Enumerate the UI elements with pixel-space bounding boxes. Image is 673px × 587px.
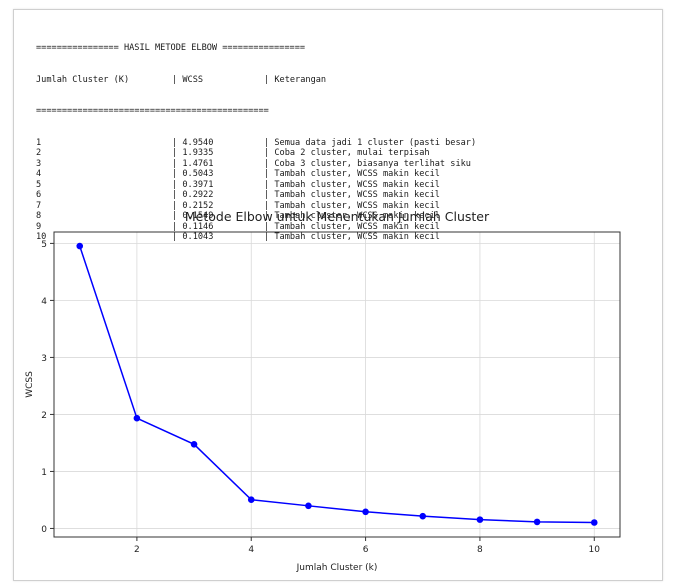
x-axis-label: Jumlah Cluster (k) xyxy=(296,563,378,573)
row-ket-cell: | Tambah cluster, WCSS makin kecil xyxy=(264,190,440,200)
console-output: ================ HASIL METODE ELBOW ====… xyxy=(36,22,656,243)
row-k: 5 xyxy=(36,179,42,190)
row-k: 8 xyxy=(36,211,42,221)
row-wcss: 1.4761 xyxy=(182,158,214,169)
y-tick-label: 2 xyxy=(41,411,47,421)
x-tick-label: 4 xyxy=(248,545,254,555)
row-wcss-cell: | 0.1146 xyxy=(172,221,214,232)
row-ket-cell: | Coba 3 cluster, biasanya terlihat siku xyxy=(264,158,471,169)
row-k: 7 xyxy=(36,200,42,211)
console-header: Jumlah Cluster (K) | WCSS | Keterangan xyxy=(36,75,656,86)
header-wcss: WCSS xyxy=(182,74,204,85)
data-point xyxy=(133,414,141,422)
console-row: 10 | 0.1043 | Tambah cluster, WCSS makin k… xyxy=(36,232,656,243)
output-frame: ================ HASIL METODE ELBOW ====… xyxy=(13,9,663,581)
row-ket-cell: | Tambah cluster, WCSS makin kecil xyxy=(264,179,440,190)
row-ket-cell: | Tambah cluster, WCSS makin kecil xyxy=(264,169,440,179)
row-ket-cell: | Tambah cluster, WCSS makin kecil xyxy=(264,200,440,211)
console-rule: ========================================… xyxy=(36,106,269,116)
row-wcss: 0.5043 xyxy=(182,169,214,179)
console-row: 6 | 0.2922 | Tambah cluster, WCSS makin ke… xyxy=(36,190,656,201)
row-ket-cell: | Tambah cluster, WCSS makin kecil xyxy=(264,232,440,242)
x-tick-label: 6 xyxy=(363,545,369,555)
elbow-chart: Metode Elbow untuk Menentukan Jumlah Clu… xyxy=(25,209,621,573)
data-point xyxy=(419,512,427,520)
data-point xyxy=(247,496,255,503)
header-ket: Keterangan xyxy=(274,74,327,85)
console-row: 2 | 1.9335 | Coba 2 cluster, mulai terpisa… xyxy=(36,148,656,159)
x-tick-label: 2 xyxy=(134,545,140,555)
row-ket: Coba 3 cluster, biasanya terlihat siku xyxy=(274,158,471,169)
console-row: 1 | 4.9540 | Semua data jadi 1 cluster (pa… xyxy=(36,138,656,149)
row-wcss-cell: | 4.9540 xyxy=(172,137,214,148)
row-ket: Tambah cluster, WCSS makin kecil xyxy=(274,169,440,179)
row-k: 9 xyxy=(36,221,42,232)
row-ket: Tambah cluster, WCSS makin kecil xyxy=(274,179,440,190)
data-point xyxy=(476,516,484,523)
row-ket: Tambah cluster, WCSS makin kecil xyxy=(274,200,440,211)
row-wcss: 0.1146 xyxy=(182,221,214,232)
row-k: 3 xyxy=(36,158,42,169)
row-wcss-cell: | 1.9335 xyxy=(172,148,214,158)
row-wcss: 4.9540 xyxy=(182,137,214,148)
row-ket: Semua data jadi 1 cluster (pasti besar) xyxy=(274,137,477,148)
row-ket: Tambah cluster, WCSS makin kecil xyxy=(274,211,440,221)
row-k: 2 xyxy=(36,148,42,158)
row-ket: Coba 2 cluster, mulai terpisah xyxy=(274,148,430,158)
console-banner: ================ HASIL METODE ELBOW ====… xyxy=(36,43,306,53)
row-k: 1 xyxy=(36,137,42,148)
row-wcss: 0.2922 xyxy=(182,190,214,200)
row-wcss-cell: | 0.1549 xyxy=(172,211,214,221)
y-tick-label: 5 xyxy=(41,240,47,250)
header-ket-cell: | Keterangan xyxy=(264,74,327,85)
row-wcss-cell: | 0.2152 xyxy=(172,200,214,211)
row-wcss-cell: | 0.3971 xyxy=(172,179,214,190)
row-ket-cell: | Tambah cluster, WCSS makin kecil xyxy=(264,221,440,232)
row-k: 10 xyxy=(36,232,47,242)
row-wcss-cell: | 1.4761 xyxy=(172,158,214,169)
x-tick-label: 8 xyxy=(477,545,483,555)
console-row: 3 | 1.4761 | Coba 3 cluster, biasanya terl… xyxy=(36,159,656,170)
console-row: 7 | 0.2152 | Tambah cluster, WCSS makin ke… xyxy=(36,201,656,212)
row-k: 4 xyxy=(36,169,42,179)
row-k: 6 xyxy=(36,190,42,200)
console-row: 5 | 0.3971 | Tambah cluster, WCSS makin ke… xyxy=(36,180,656,191)
data-point xyxy=(190,440,198,448)
data-point xyxy=(305,502,312,510)
series-line xyxy=(79,245,595,524)
data-point xyxy=(76,242,84,250)
header-k: Jumlah Cluster (K) xyxy=(36,74,130,85)
data-point xyxy=(362,508,369,516)
console-row: 4 | 0.5043 | Tambah cluster, WCSS makin ke… xyxy=(36,169,656,180)
data-point xyxy=(590,519,598,526)
row-wcss: 0.3971 xyxy=(182,179,214,190)
x-tick-label: 10 xyxy=(589,545,601,555)
y-axis-label: WCSS xyxy=(25,371,35,398)
y-tick-label: 1 xyxy=(41,468,47,478)
row-wcss-cell: | 0.1043 xyxy=(172,232,214,242)
row-ket-cell: | Coba 2 cluster, mulai terpisah xyxy=(264,148,430,158)
y-tick-label: 3 xyxy=(41,354,47,364)
row-ket: Tambah cluster, WCSS makin kecil xyxy=(274,190,440,200)
row-ket: Tambah cluster, WCSS makin kecil xyxy=(274,232,440,242)
chart-title: Metode Elbow untuk Menentukan Jumlah Clu… xyxy=(185,209,490,224)
row-ket: Tambah cluster, WCSS makin kecil xyxy=(274,221,440,232)
row-ket-cell: | Tambah cluster, WCSS makin kecil xyxy=(264,211,440,221)
console-rows: 1 | 4.9540 | Semua data jadi 1 cluster (pa… xyxy=(36,138,656,243)
row-wcss-cell: | 0.5043 xyxy=(172,169,214,179)
console-row: 9 | 0.1146 | Tambah cluster, WCSS makin ke… xyxy=(36,222,656,233)
row-wcss: 0.1549 xyxy=(182,211,214,221)
y-tick-label: 0 xyxy=(41,525,47,535)
row-wcss: 1.9335 xyxy=(182,148,214,158)
data-point xyxy=(533,518,541,526)
row-ket-cell: | Semua data jadi 1 cluster (pasti besar… xyxy=(264,137,477,148)
row-wcss-cell: | 0.2922 xyxy=(172,190,214,200)
y-tick-label: 4 xyxy=(41,297,47,307)
plot-area xyxy=(53,231,621,538)
header-wcss-cell: | WCSS xyxy=(172,74,204,85)
console-row: 8 | 0.1549 | Tambah cluster, WCSS makin ke… xyxy=(36,211,656,222)
row-wcss: 0.1043 xyxy=(182,232,214,242)
row-wcss: 0.2152 xyxy=(182,200,214,211)
